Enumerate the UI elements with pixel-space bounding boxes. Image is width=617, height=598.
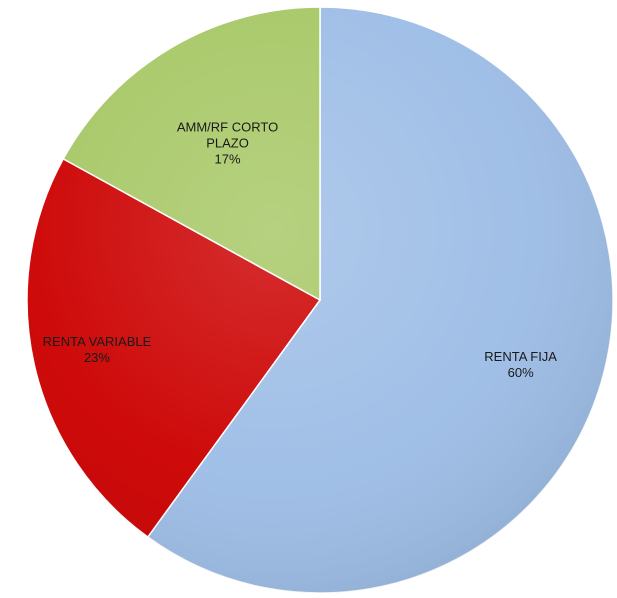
data-label-line: 23%: [84, 350, 110, 365]
data-label-line: RENTA VARIABLE: [43, 334, 152, 349]
data-label-renta-fija: RENTA FIJA 60%: [484, 349, 557, 380]
data-label-line: 17%: [215, 152, 241, 167]
data-label-amm-rf-corto-plazo: AMM/RF CORTO PLAZO 17%: [177, 120, 278, 167]
pie-slices: [26, 6, 614, 594]
data-label-line: RENTA FIJA: [484, 349, 557, 364]
data-label-line: 60%: [508, 365, 534, 380]
data-label-renta-variable: RENTA VARIABLE 23%: [43, 334, 152, 365]
data-label-line: AMM/RF CORTO: [177, 120, 278, 135]
data-label-line: PLAZO: [206, 136, 249, 151]
pie-data-labels: RENTA FIJA 60% RENTA VARIABLE 23% AMM/RF COR…: [43, 120, 558, 381]
